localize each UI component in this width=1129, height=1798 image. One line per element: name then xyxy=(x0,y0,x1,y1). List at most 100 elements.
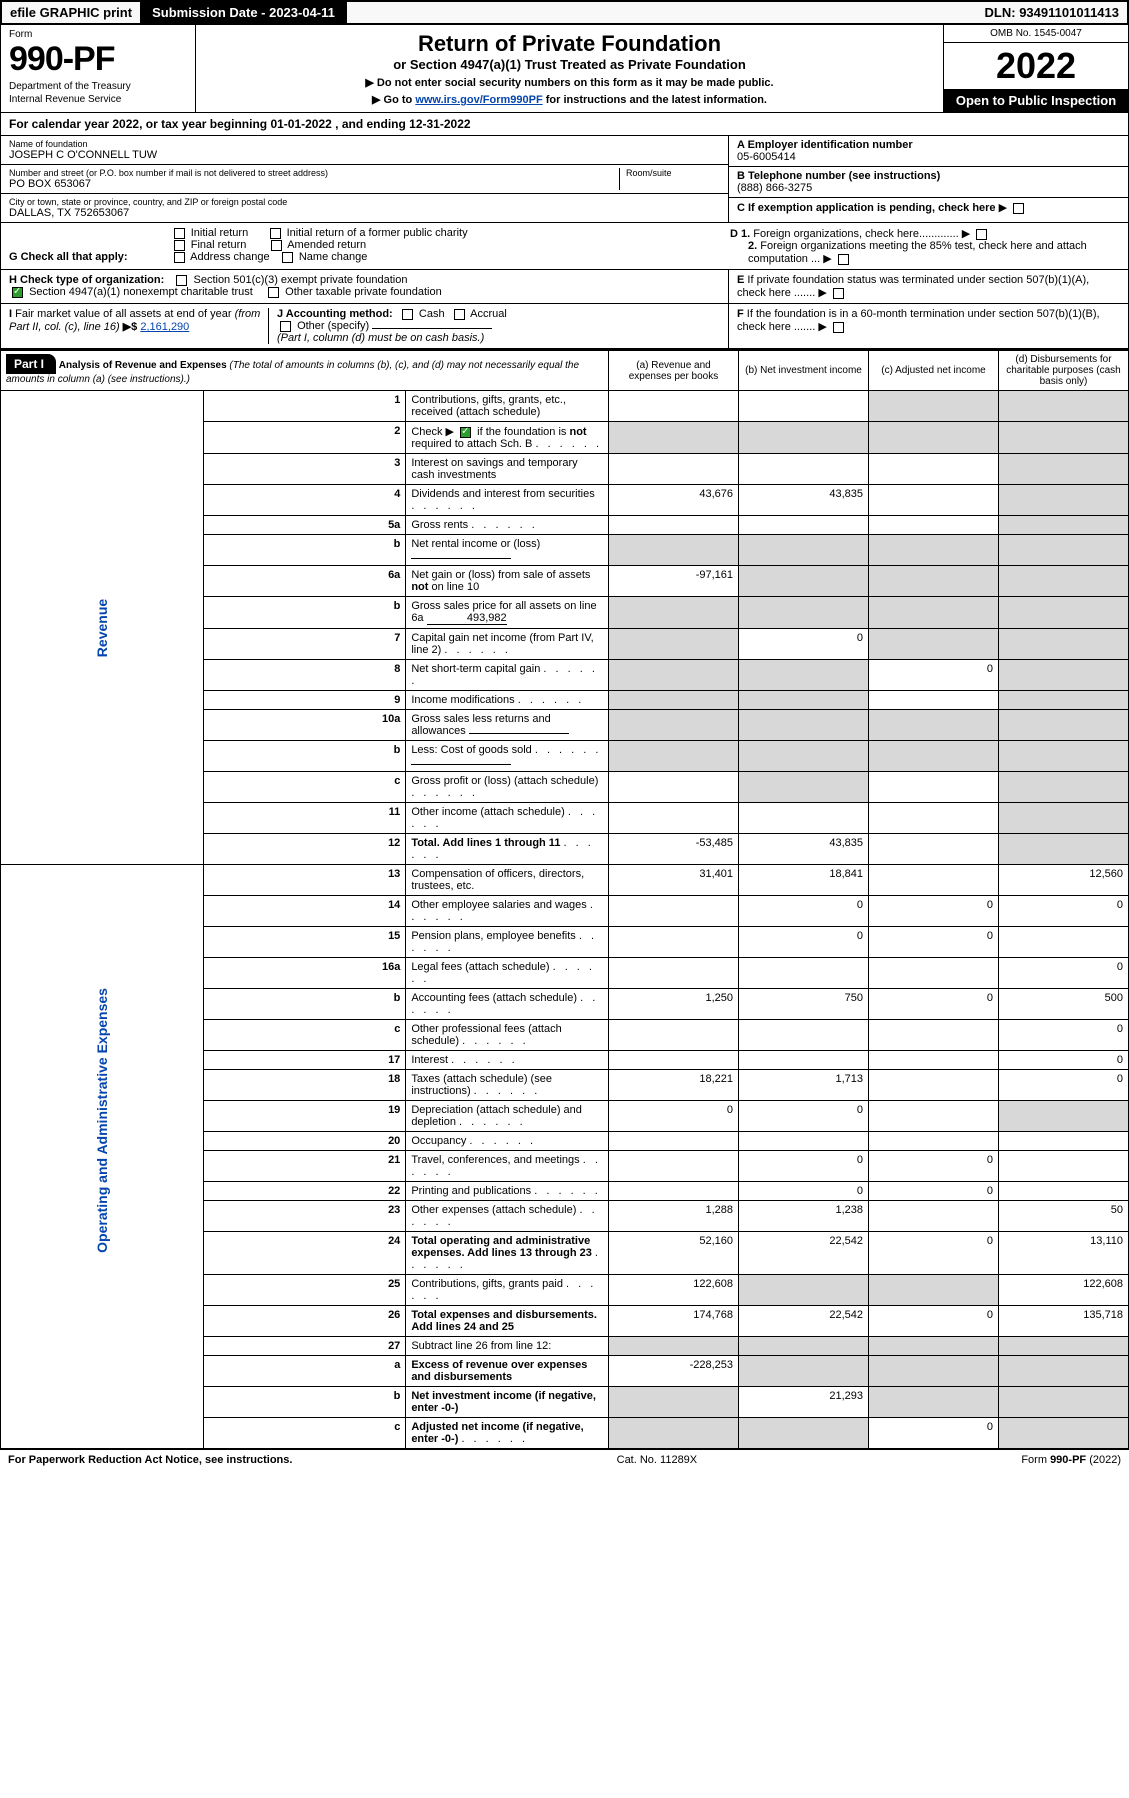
amount-cell: 1,250 xyxy=(609,989,739,1020)
header-left: Form 990-PF Department of the Treasury I… xyxy=(1,25,196,112)
amount-cell xyxy=(609,516,739,535)
amount-cell: 1,713 xyxy=(739,1070,869,1101)
amount-cell xyxy=(999,454,1129,485)
amount-cell xyxy=(999,422,1129,454)
amount-cell xyxy=(869,865,999,896)
amount-cell xyxy=(869,535,999,566)
line-description: Interest on savings and temporary cash i… xyxy=(406,454,609,485)
amount-cell: 0 xyxy=(869,1182,999,1201)
line-number: 18 xyxy=(203,1070,406,1101)
chk-4947[interactable] xyxy=(12,287,23,298)
line-number: a xyxy=(203,1356,406,1387)
amount-cell: 0 xyxy=(999,1020,1129,1051)
line-description: Other expenses (attach schedule) . . . .… xyxy=(406,1201,609,1232)
line-description: Excess of revenue over expenses and disb… xyxy=(406,1356,609,1387)
amount-cell: 0 xyxy=(999,958,1129,989)
line-description: Taxes (attach schedule) (see instruction… xyxy=(406,1070,609,1101)
omb-number: OMB No. 1545-0047 xyxy=(944,25,1128,43)
chk-schb[interactable] xyxy=(460,427,471,438)
c-exemption-cell: C If exemption application is pending, c… xyxy=(729,198,1128,217)
amount-cell xyxy=(869,772,999,803)
line-description: Total expenses and disbursements. Add li… xyxy=(406,1306,609,1337)
amount-cell xyxy=(869,1051,999,1070)
amount-cell: 1,288 xyxy=(609,1201,739,1232)
chk-other-acct[interactable] xyxy=(280,321,291,332)
amount-cell xyxy=(739,772,869,803)
amount-cell xyxy=(999,597,1129,629)
chk-initial[interactable] xyxy=(174,228,185,239)
amount-cell xyxy=(609,629,739,660)
line-description: Other professional fees (attach schedule… xyxy=(406,1020,609,1051)
amount-cell xyxy=(609,1387,739,1418)
amount-cell xyxy=(999,710,1129,741)
chk-other-tax[interactable] xyxy=(268,287,279,298)
amount-cell xyxy=(999,1132,1129,1151)
line-number: b xyxy=(203,597,406,629)
amount-cell xyxy=(869,485,999,516)
amount-cell: 0 xyxy=(869,660,999,691)
line-number: 13 xyxy=(203,865,406,896)
fmv-link[interactable]: 2,161,290 xyxy=(140,321,189,333)
amount-cell xyxy=(609,422,739,454)
calendar-year-line: For calendar year 2022, or tax year begi… xyxy=(0,113,1129,136)
amount-cell: -53,485 xyxy=(609,834,739,865)
amount-cell xyxy=(869,958,999,989)
line-description: Subtract line 26 from line 12: xyxy=(406,1337,609,1356)
amount-cell: 0 xyxy=(869,1151,999,1182)
amount-cell: 0 xyxy=(739,629,869,660)
line-number: b xyxy=(203,741,406,772)
chk-501c3[interactable] xyxy=(176,275,187,286)
line-number: 24 xyxy=(203,1232,406,1275)
amount-cell: 13,110 xyxy=(999,1232,1129,1275)
chk-initial-former[interactable] xyxy=(270,228,281,239)
line-description: Net investment income (if negative, ente… xyxy=(406,1387,609,1418)
efile-label[interactable]: efile GRAPHIC print xyxy=(2,2,140,23)
chk-cash[interactable] xyxy=(402,309,413,320)
chk-final[interactable] xyxy=(174,240,185,251)
ein-cell: A Employer identification number 05-6005… xyxy=(729,136,1128,167)
line-number: 9 xyxy=(203,691,406,710)
c-checkbox[interactable] xyxy=(1013,203,1024,214)
line-description: Income modifications . . . . . . xyxy=(406,691,609,710)
amount-cell xyxy=(609,710,739,741)
col-b-hdr: (b) Net investment income xyxy=(739,350,869,391)
line-description: Total. Add lines 1 through 11 . . . . . … xyxy=(406,834,609,865)
form-header: Form 990-PF Department of the Treasury I… xyxy=(0,25,1129,113)
chk-amended[interactable] xyxy=(271,240,282,251)
amount-cell xyxy=(739,1275,869,1306)
amount-cell xyxy=(999,629,1129,660)
f-checkbox[interactable] xyxy=(833,322,844,333)
amount-cell: 122,608 xyxy=(609,1275,739,1306)
irs-link[interactable]: www.irs.gov/Form990PF xyxy=(415,94,542,106)
amount-cell xyxy=(999,772,1129,803)
amount-cell: 0 xyxy=(739,896,869,927)
amount-cell xyxy=(739,454,869,485)
form-title: Return of Private Foundation xyxy=(206,31,933,57)
d2-checkbox[interactable] xyxy=(838,254,849,265)
amount-cell xyxy=(739,741,869,772)
amount-cell xyxy=(609,1051,739,1070)
e-checkbox[interactable] xyxy=(833,288,844,299)
amount-cell xyxy=(609,691,739,710)
amount-cell xyxy=(999,691,1129,710)
page-footer: For Paperwork Reduction Act Notice, see … xyxy=(0,1449,1129,1470)
amount-cell xyxy=(869,1132,999,1151)
line-number: c xyxy=(203,1020,406,1051)
amount-cell xyxy=(869,803,999,834)
amount-cell xyxy=(739,710,869,741)
d1-checkbox[interactable] xyxy=(976,229,987,240)
line-description: Net rental income or (loss) xyxy=(406,535,609,566)
table-row: Revenue1Contributions, gifts, grants, et… xyxy=(1,391,1129,422)
dept-treasury: Department of the Treasury xyxy=(9,81,187,92)
amount-cell xyxy=(869,691,999,710)
form-subtitle: or Section 4947(a)(1) Trust Treated as P… xyxy=(206,57,933,72)
amount-cell: 0 xyxy=(739,1151,869,1182)
amount-cell: 31,401 xyxy=(609,865,739,896)
amount-cell: 43,835 xyxy=(739,485,869,516)
chk-accrual[interactable] xyxy=(454,309,465,320)
part1-title: Analysis of Revenue and Expenses xyxy=(59,360,227,371)
amount-cell xyxy=(869,1275,999,1306)
g-label: G Check all that apply: xyxy=(9,251,128,263)
chk-address[interactable] xyxy=(174,252,185,263)
chk-name[interactable] xyxy=(282,252,293,263)
